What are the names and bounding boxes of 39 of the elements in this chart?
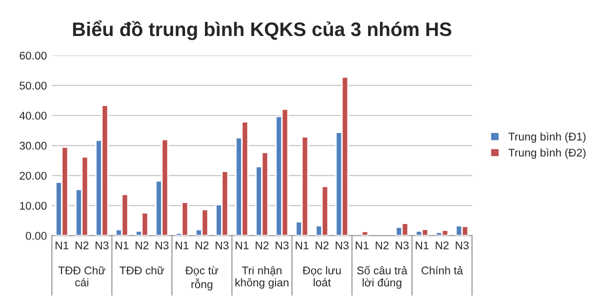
x-tick-label: N1 (416, 242, 429, 250)
x-tick-label: N3 (96, 241, 108, 250)
x-tick-label: N2 (256, 241, 268, 250)
x-tick-label: N3 (456, 241, 469, 250)
x-tick-label: N3 (276, 241, 289, 250)
x-tick-label: N1 (176, 242, 188, 250)
y-tick-label: 20.00 (20, 172, 47, 180)
legend-label: Trung bình (Đ2) (508, 148, 586, 159)
x-tick-label: N1 (236, 242, 248, 250)
text: Chính tả (422, 266, 464, 274)
x-tick-label: N2 (196, 241, 208, 250)
text: Số câu trả lời đúng (357, 266, 408, 289)
x-tick-label: N3 (156, 241, 169, 250)
x-tick-label: N2 (436, 241, 449, 250)
x-tick-label: N1 (116, 242, 128, 250)
x-tick-label: N1 (296, 242, 309, 250)
x-tick-label: N3 (216, 241, 229, 250)
text: TĐĐ chữ (120, 266, 164, 274)
x-tick-label: N3 (336, 241, 349, 250)
x-tick-label: N2 (136, 241, 148, 250)
text: Đọc từ rỗng (185, 266, 218, 290)
text: Đọc lưu loát (302, 266, 341, 286)
bar (361, 230, 369, 236)
text: TĐĐ Chữ cái (58, 266, 106, 286)
y-tick-label: 0.00 (26, 232, 47, 240)
x-tick-label: N1 (56, 242, 68, 250)
y-tick-label: 10.00 (20, 202, 47, 210)
x-tick-label: N1 (356, 242, 369, 250)
y-tick-label: 40.00 (19, 112, 47, 120)
x-tick-label: N2 (316, 241, 329, 250)
y-tick-label: 30.00 (20, 142, 47, 150)
x-tick-label: N2 (76, 241, 88, 250)
x-tick-label: N3 (396, 241, 409, 250)
text: Tri nhận không gian (236, 266, 288, 289)
legend-label: Trung bình (Đ1) (508, 132, 586, 143)
y-tick-label: 60.00 (20, 52, 47, 60)
x-tick-label: N2 (376, 241, 389, 250)
y-tick-label: 50.00 (20, 82, 47, 90)
chart-title: Biểu đồ trung bình KQKS của 3 nhóm HS (73, 20, 452, 40)
